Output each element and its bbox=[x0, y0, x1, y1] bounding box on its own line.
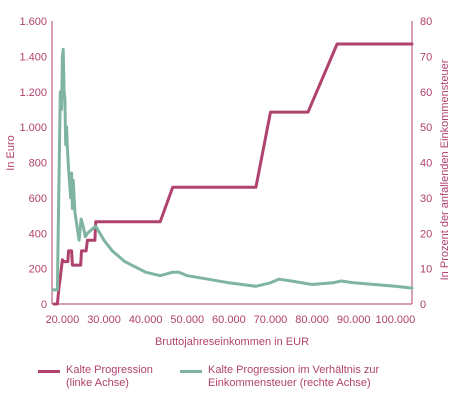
y-right-tick-label: 50 bbox=[420, 122, 432, 134]
axes bbox=[51, 21, 413, 305]
x-axis-title: Bruttojahreseinkommen in EUR bbox=[155, 336, 309, 348]
y-axis-left-title: In Euro bbox=[5, 135, 17, 170]
y-left-tick-label: 600 bbox=[29, 193, 47, 205]
x-tick-label: 80.000 bbox=[295, 314, 329, 326]
legend-label-left: Kalte Progression (linke Achse) bbox=[66, 364, 153, 390]
legend-item-left: Kalte Progression (linke Achse) bbox=[38, 364, 198, 394]
series-layer bbox=[51, 42, 414, 306]
x-tick-label: 30.000 bbox=[87, 314, 121, 326]
legend-item-right: Kalte Progression im Verhältnis zur Eink… bbox=[180, 364, 440, 394]
y-left-tick-label: 1.600 bbox=[19, 16, 47, 28]
x-tick-label: 90.000 bbox=[337, 314, 371, 326]
y-right-tick-label: 40 bbox=[420, 158, 432, 170]
y-right-tick-label: 60 bbox=[420, 87, 432, 99]
legend-label-left-line2: (linke Achse) bbox=[66, 377, 129, 389]
y-right-tick-label: 10 bbox=[420, 264, 432, 276]
y-right-tick-label: 0 bbox=[420, 299, 426, 311]
x-tick-label: 50.000 bbox=[170, 314, 204, 326]
x-tick-label: 40.000 bbox=[129, 314, 163, 326]
x-tick-label: 70.000 bbox=[254, 314, 288, 326]
legend-label-right: Kalte Progression im Verhältnis zur Eink… bbox=[208, 364, 379, 390]
y-left-tick-label: 400 bbox=[29, 228, 47, 240]
y-left-tick-label: 800 bbox=[29, 158, 47, 170]
tick-labels: 0 200 400 600 800 1.000 1.200 1.400 1.600 0 10 20 30… bbox=[19, 16, 432, 326]
legend-label-right-line2: Einkommensteuer (rechte Achse) bbox=[208, 377, 371, 389]
legend-swatch-right bbox=[180, 370, 202, 373]
series-line-1 bbox=[51, 47, 414, 292]
y-left-tick-label: 1.000 bbox=[19, 122, 47, 134]
y-right-tick-label: 80 bbox=[420, 16, 432, 28]
x-tick-label: 20.000 bbox=[46, 314, 80, 326]
x-tick-label: 60.000 bbox=[212, 314, 246, 326]
legend-label-right-line1: Kalte Progression im Verhältnis zur bbox=[208, 364, 380, 376]
legend-label-left-line1: Kalte Progression bbox=[66, 364, 153, 376]
y-left-tick-label: 0 bbox=[41, 299, 47, 311]
x-tick-label: 100.000 bbox=[375, 314, 415, 326]
y-left-tick-label: 1.400 bbox=[19, 51, 47, 63]
y-right-tick-label: 20 bbox=[420, 228, 432, 240]
y-axis-right-title: In Prozent der anfallenden Einkommensteu… bbox=[439, 59, 451, 280]
series-line-0 bbox=[52, 42, 414, 306]
y-left-tick-label: 200 bbox=[29, 264, 47, 276]
y-right-tick-label: 30 bbox=[420, 193, 432, 205]
y-left-tick-label: 1.200 bbox=[19, 87, 47, 99]
legend-swatch-left bbox=[38, 370, 60, 373]
y-right-tick-label: 70 bbox=[420, 51, 432, 63]
